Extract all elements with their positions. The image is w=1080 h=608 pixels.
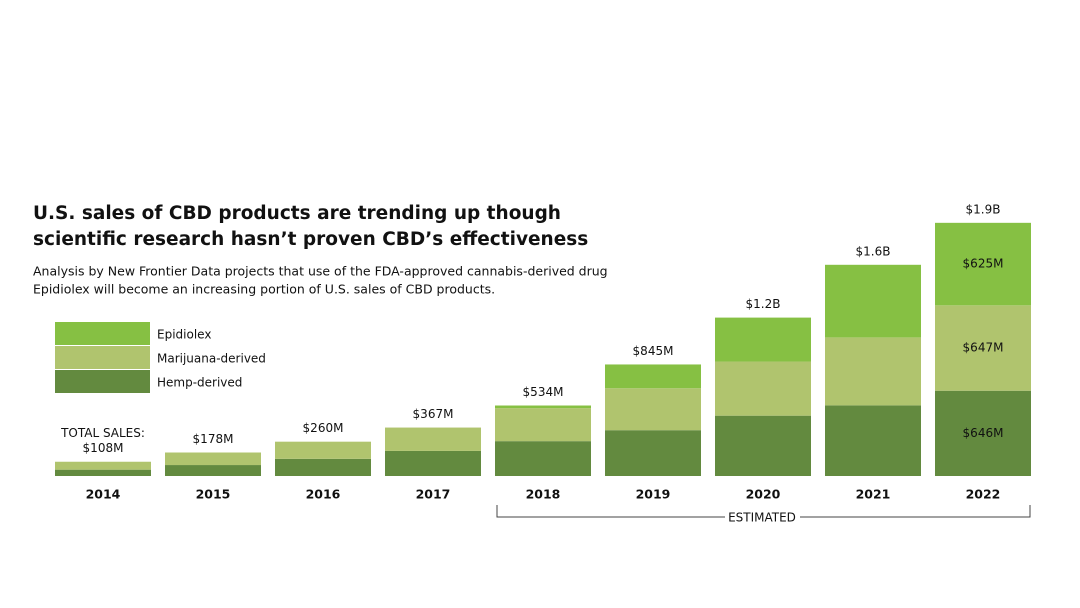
bar-segment — [935, 222, 1031, 306]
x-tick-label: 2019 — [636, 487, 671, 502]
bar-segment — [385, 427, 481, 451]
bar-segment — [495, 408, 591, 442]
subtitle-line: Epidiolex will become an increasing port… — [33, 282, 495, 297]
segment-label: $647M — [963, 341, 1004, 355]
bar-segment — [55, 461, 151, 470]
x-tick-label: 2015 — [196, 487, 231, 502]
estimated-bracket — [496, 505, 1031, 518]
bar-segment — [935, 390, 1031, 476]
x-tick-label: 2014 — [86, 487, 121, 502]
bar-segment — [605, 364, 701, 389]
estimated-label: ESTIMATED — [728, 511, 796, 525]
legend-swatch — [55, 370, 150, 393]
total-label: $260M — [303, 421, 344, 435]
x-tick-label: 2018 — [526, 487, 561, 502]
total-label: $178M — [193, 432, 234, 446]
bar-segment — [825, 264, 921, 338]
legend-label: Hemp-derived — [157, 376, 242, 390]
bar-segment — [825, 337, 921, 406]
bar-segment — [165, 465, 261, 476]
bar-segment — [825, 405, 921, 476]
total-label: $845M — [633, 344, 674, 358]
bar-segment — [55, 469, 151, 476]
bar-segment — [605, 430, 701, 476]
total-label: $534M — [523, 385, 564, 399]
x-tick-label: 2022 — [966, 487, 1001, 502]
bar-segment — [715, 415, 811, 476]
subtitle-line: Analysis by New Frontier Data projects t… — [33, 264, 608, 279]
bar-segment — [275, 441, 371, 459]
bar-segment — [715, 361, 811, 416]
bar-segment — [385, 450, 481, 476]
total-label: $367M — [413, 407, 454, 421]
bar-segment — [935, 305, 1031, 391]
segment-label: $625M — [963, 257, 1004, 271]
legend-swatch — [55, 322, 150, 345]
x-tick-label: 2016 — [306, 487, 341, 502]
x-tick-label: 2020 — [746, 487, 781, 502]
x-tick-label: 2021 — [856, 487, 891, 502]
total-label: $1.6B — [856, 244, 891, 258]
legend-label: Marijuana-derived — [157, 352, 266, 366]
total-label: $1.2B — [746, 297, 781, 311]
title-line: U.S. sales of CBD products are trending … — [33, 203, 561, 224]
legend-swatch — [55, 346, 150, 369]
bar-segment — [495, 441, 591, 476]
segment-label: $646M — [963, 426, 1004, 440]
title-line: scientific research hasn’t proven CBD’s … — [33, 229, 588, 250]
x-tick-label: 2017 — [416, 487, 451, 502]
bar-segment — [605, 388, 701, 431]
bar-segment — [275, 458, 371, 476]
total-label: $1.9B — [966, 202, 1001, 216]
bar-segment — [165, 452, 261, 466]
legend-label: Epidiolex — [157, 328, 211, 342]
total-caption: TOTAL SALES: — [60, 426, 145, 440]
bar-segment — [715, 317, 811, 362]
bar-segment — [495, 405, 591, 409]
total-label: $108M — [83, 441, 124, 455]
